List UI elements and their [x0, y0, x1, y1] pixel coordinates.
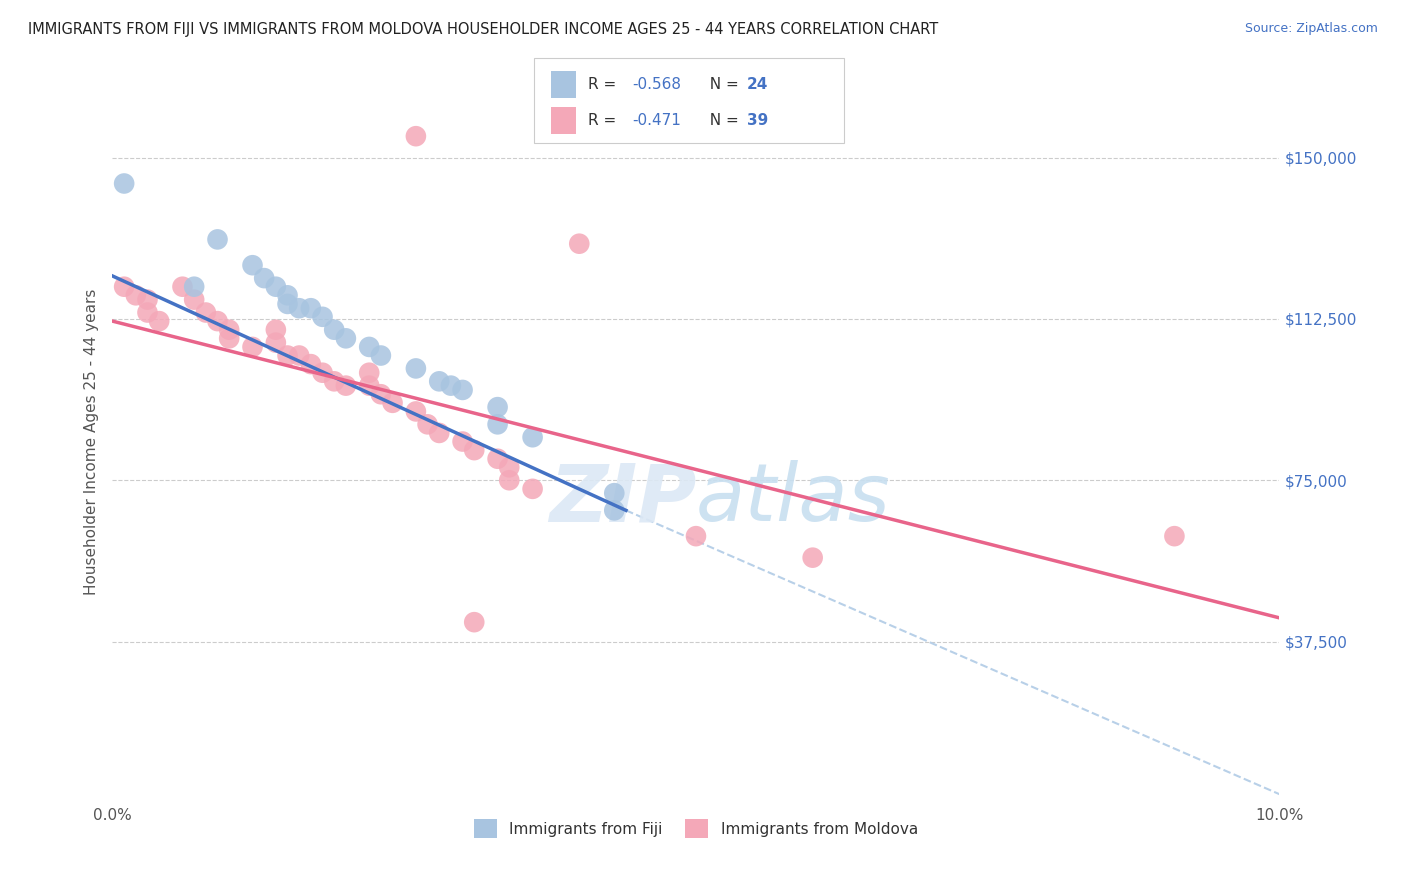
Point [299, 301, 322, 316]
Point [359, 378, 381, 392]
Point [207, 232, 229, 246]
Point [370, 349, 392, 363]
Point [288, 301, 311, 316]
Text: R =: R = [588, 113, 621, 128]
Point [172, 279, 194, 293]
Point [405, 129, 427, 144]
Point [253, 271, 276, 285]
Point [335, 378, 357, 392]
Point [299, 357, 322, 371]
Point [136, 293, 159, 307]
Point [148, 314, 170, 328]
Point [183, 293, 205, 307]
Point [311, 366, 333, 380]
Point [323, 375, 346, 389]
Point [427, 375, 450, 389]
Point [486, 451, 509, 466]
Point [276, 349, 298, 363]
Legend: Immigrants from Fiji, Immigrants from Moldova: Immigrants from Fiji, Immigrants from Mo… [467, 812, 925, 846]
Text: ZIP: ZIP [548, 460, 696, 539]
Point [522, 482, 544, 496]
Point [276, 288, 298, 302]
Point [522, 430, 544, 444]
Text: N =: N = [700, 113, 744, 128]
Text: -0.471: -0.471 [633, 113, 682, 128]
Point [451, 383, 474, 397]
Point [568, 236, 591, 251]
Point [218, 323, 240, 337]
Text: 39: 39 [747, 113, 768, 128]
Point [183, 279, 205, 293]
Point [1163, 529, 1185, 543]
Point [498, 473, 520, 487]
Point [486, 417, 509, 432]
Point [359, 340, 381, 354]
Y-axis label: Householder Income Ages 25 - 44 years: Householder Income Ages 25 - 44 years [83, 288, 98, 595]
Point [194, 305, 217, 319]
Text: -0.568: -0.568 [633, 78, 682, 92]
Point [125, 288, 148, 302]
Point [463, 443, 485, 458]
Text: atlas: atlas [696, 460, 891, 539]
Point [242, 340, 264, 354]
Point [685, 529, 707, 543]
Point [112, 279, 135, 293]
Point [136, 305, 159, 319]
Point [311, 310, 333, 324]
Point [427, 425, 450, 440]
Point [218, 331, 240, 345]
Point [288, 349, 311, 363]
Point [264, 279, 287, 293]
Point [405, 361, 427, 376]
Point [440, 378, 463, 392]
Point [416, 417, 439, 432]
Text: IMMIGRANTS FROM FIJI VS IMMIGRANTS FROM MOLDOVA HOUSEHOLDER INCOME AGES 25 - 44 : IMMIGRANTS FROM FIJI VS IMMIGRANTS FROM … [28, 22, 938, 37]
Point [603, 486, 626, 500]
Point [323, 323, 346, 337]
Point [112, 177, 135, 191]
Point [603, 503, 626, 517]
Point [463, 615, 485, 630]
Point [242, 258, 264, 272]
Point [264, 323, 287, 337]
Text: 24: 24 [747, 78, 768, 92]
Point [335, 331, 357, 345]
Point [498, 460, 520, 475]
Point [207, 314, 229, 328]
Point [264, 335, 287, 350]
Point [381, 396, 404, 410]
Text: R =: R = [588, 78, 621, 92]
Point [276, 297, 298, 311]
Point [486, 400, 509, 414]
Point [370, 387, 392, 401]
Text: N =: N = [700, 78, 744, 92]
Text: Source: ZipAtlas.com: Source: ZipAtlas.com [1244, 22, 1378, 36]
Point [801, 550, 824, 565]
Point [451, 434, 474, 449]
Point [359, 366, 381, 380]
Point [405, 404, 427, 418]
